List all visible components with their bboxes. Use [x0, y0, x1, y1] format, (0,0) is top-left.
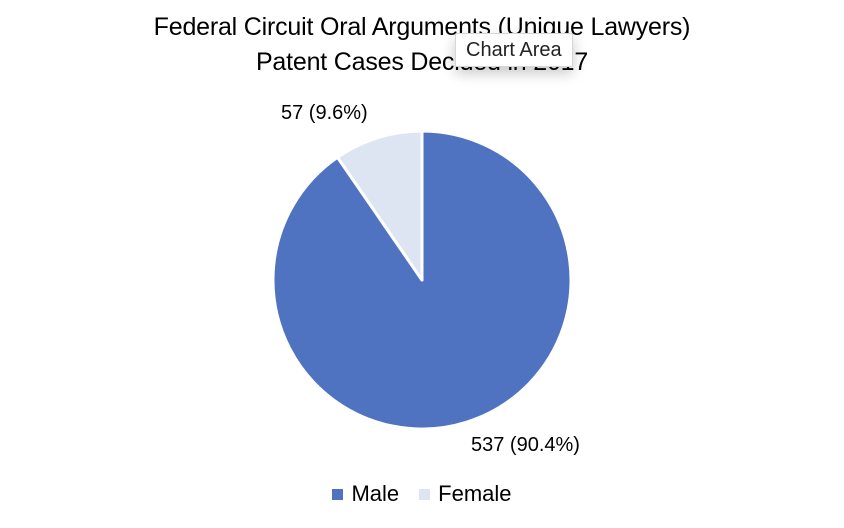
legend-label-male: Male	[351, 481, 400, 506]
pie-slice-female[interactable]	[336, 129, 424, 282]
legend-label-female: Female	[438, 481, 512, 506]
data-label-female[interactable]: 57 (9.6%)	[281, 102, 368, 124]
legend-item-female[interactable]: Female	[419, 480, 512, 508]
chart-area-tooltip: Chart Area	[455, 33, 573, 67]
legend-item-male[interactable]: Male	[332, 480, 399, 508]
legend-swatch-male	[332, 488, 344, 500]
chart-legend[interactable]: Male Female	[0, 480, 844, 508]
chart-title-line-1[interactable]: Federal Circuit Oral Arguments (Unique L…	[153, 13, 691, 41]
data-label-male[interactable]: 537 (90.4%)	[471, 434, 580, 456]
legend-swatch-female	[419, 488, 431, 500]
